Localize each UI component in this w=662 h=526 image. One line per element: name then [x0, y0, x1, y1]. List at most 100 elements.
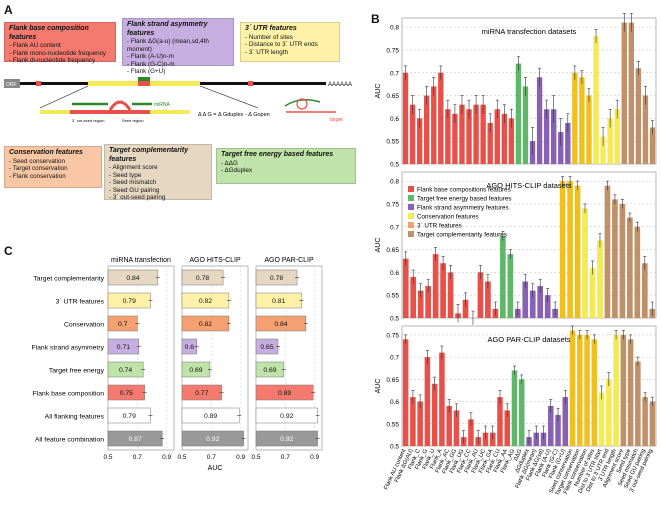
y-tick-label: 0.75: [386, 332, 399, 339]
bar: [494, 109, 500, 164]
bar: [445, 109, 451, 164]
bar-value-label: 0.87: [129, 436, 142, 443]
bar-value-label: 0.75: [120, 390, 133, 397]
panel-label-c: C: [4, 244, 13, 258]
x-tick-label: 0.9: [236, 454, 245, 461]
bar: [619, 203, 626, 318]
bar: [635, 361, 641, 446]
bar: [487, 122, 493, 164]
bar: [432, 254, 439, 318]
box-utr-title: 3´ UTR features: [245, 25, 297, 32]
bar: [462, 299, 469, 318]
bar-value-label: 0.81: [272, 298, 285, 305]
y-tick-label: 0.7: [390, 224, 399, 231]
bar: [438, 72, 444, 164]
bar: [466, 109, 472, 164]
box-conservation-title: Conservation features: [9, 149, 83, 156]
x-tick-label: 0.7: [207, 454, 216, 461]
bar: [620, 334, 627, 446]
bar: [606, 379, 612, 446]
y-tick-label: 0.6: [390, 270, 399, 277]
bar: [424, 95, 430, 164]
x-tick-label: 0.7: [281, 454, 290, 461]
bar: [569, 330, 576, 446]
bar-value-label: 0.89: [204, 413, 217, 420]
zoom-target: [70, 110, 150, 114]
y-tick-label: 0.65: [386, 377, 399, 384]
bar: [591, 339, 598, 446]
box-item: - Flank conservation: [9, 172, 66, 180]
plot-frame: [401, 17, 657, 165]
y-tick-label: 0.55: [386, 139, 399, 146]
bar: [402, 258, 409, 318]
bar: [593, 36, 599, 164]
chart-title: AGO PAR-CLIP datasets: [487, 335, 570, 344]
legend-label: Flank base compositions features: [417, 187, 511, 194]
box-free-energy-title: Target free energy based features: [221, 151, 334, 158]
bar: [548, 406, 554, 446]
bar: [468, 419, 474, 446]
bar-value-label: 0.7: [118, 321, 128, 328]
bar: [504, 410, 510, 446]
box-item: - Flank mono-nucleotide frequency: [9, 49, 106, 57]
y-tick-label: 0.55: [386, 293, 399, 300]
bar-value-label: 0.92: [206, 436, 219, 443]
bar: [453, 410, 460, 446]
box-flank-base-title: Flank base composition features: [9, 25, 89, 41]
bar: [416, 118, 423, 164]
bar: [543, 109, 550, 164]
bar: [518, 379, 525, 446]
box-item: - Flank di-nucleotide frequency: [9, 57, 96, 65]
box-item: - Flank (A-U)n-m: [127, 53, 174, 61]
y-tick-label: 0.75: [386, 201, 399, 208]
bar: [614, 109, 620, 164]
box-item: - Alignment score: [109, 164, 158, 171]
bar: [649, 127, 656, 164]
category-label: Target free energy: [49, 368, 105, 375]
site-marker-top: [138, 77, 150, 81]
category-label: Flank strand asymmetry: [31, 345, 104, 352]
bar: [562, 397, 569, 446]
bar: [417, 401, 423, 446]
bar: [425, 286, 431, 318]
box-item: - Seed conservation: [9, 157, 66, 165]
flank-right: [150, 81, 200, 86]
site-marker: [138, 81, 150, 86]
box-item: - Number of sites: [245, 33, 293, 41]
y-tick-label: 0.5: [390, 162, 399, 169]
category-label: 3´ UTR features: [56, 299, 105, 306]
zoom-line-left: [39, 85, 89, 109]
bar: [473, 104, 479, 164]
legend-swatch: [408, 213, 414, 219]
box-item: - Distance to 3´ UTR ends: [245, 41, 318, 49]
box-utr: 3´ UTR features - Number of sites - Dist…: [240, 22, 340, 62]
bar: [565, 122, 571, 164]
zoom-flank-right: [150, 110, 190, 114]
bar-value-label: 0.92: [280, 413, 293, 420]
bar-value-label: 0.84: [126, 275, 139, 282]
bar: [635, 68, 642, 164]
bar: [424, 357, 431, 446]
bar: [402, 339, 409, 446]
bar-value-label: 0.92: [280, 436, 293, 443]
bar: [410, 276, 417, 318]
bar-value-label: 0.77: [195, 390, 208, 397]
mirna-label: miRNA: [154, 102, 170, 108]
legend-swatch: [408, 195, 414, 201]
box-item: - Seed GU pairing: [109, 186, 160, 194]
y-tick-label: 0.8: [390, 179, 399, 186]
bar-value-label: 0.78: [270, 275, 283, 282]
chart-title: AGO HITS-CLIP datasets: [486, 181, 572, 190]
bar: [537, 286, 544, 318]
box-item: - 3´ UTR length: [245, 48, 289, 56]
bar-value-label: 0.78: [196, 275, 209, 282]
bar: [628, 22, 634, 164]
bar: [497, 397, 503, 446]
bar: [607, 118, 613, 164]
bar: [613, 334, 619, 446]
category-label: Flank base composition: [33, 391, 105, 398]
target-loop: [108, 100, 132, 111]
bar-value-label: 0.69: [189, 367, 202, 374]
structure-mirna: [284, 99, 321, 107]
box-flank-base: Flank base composition features - Flank …: [4, 22, 116, 65]
